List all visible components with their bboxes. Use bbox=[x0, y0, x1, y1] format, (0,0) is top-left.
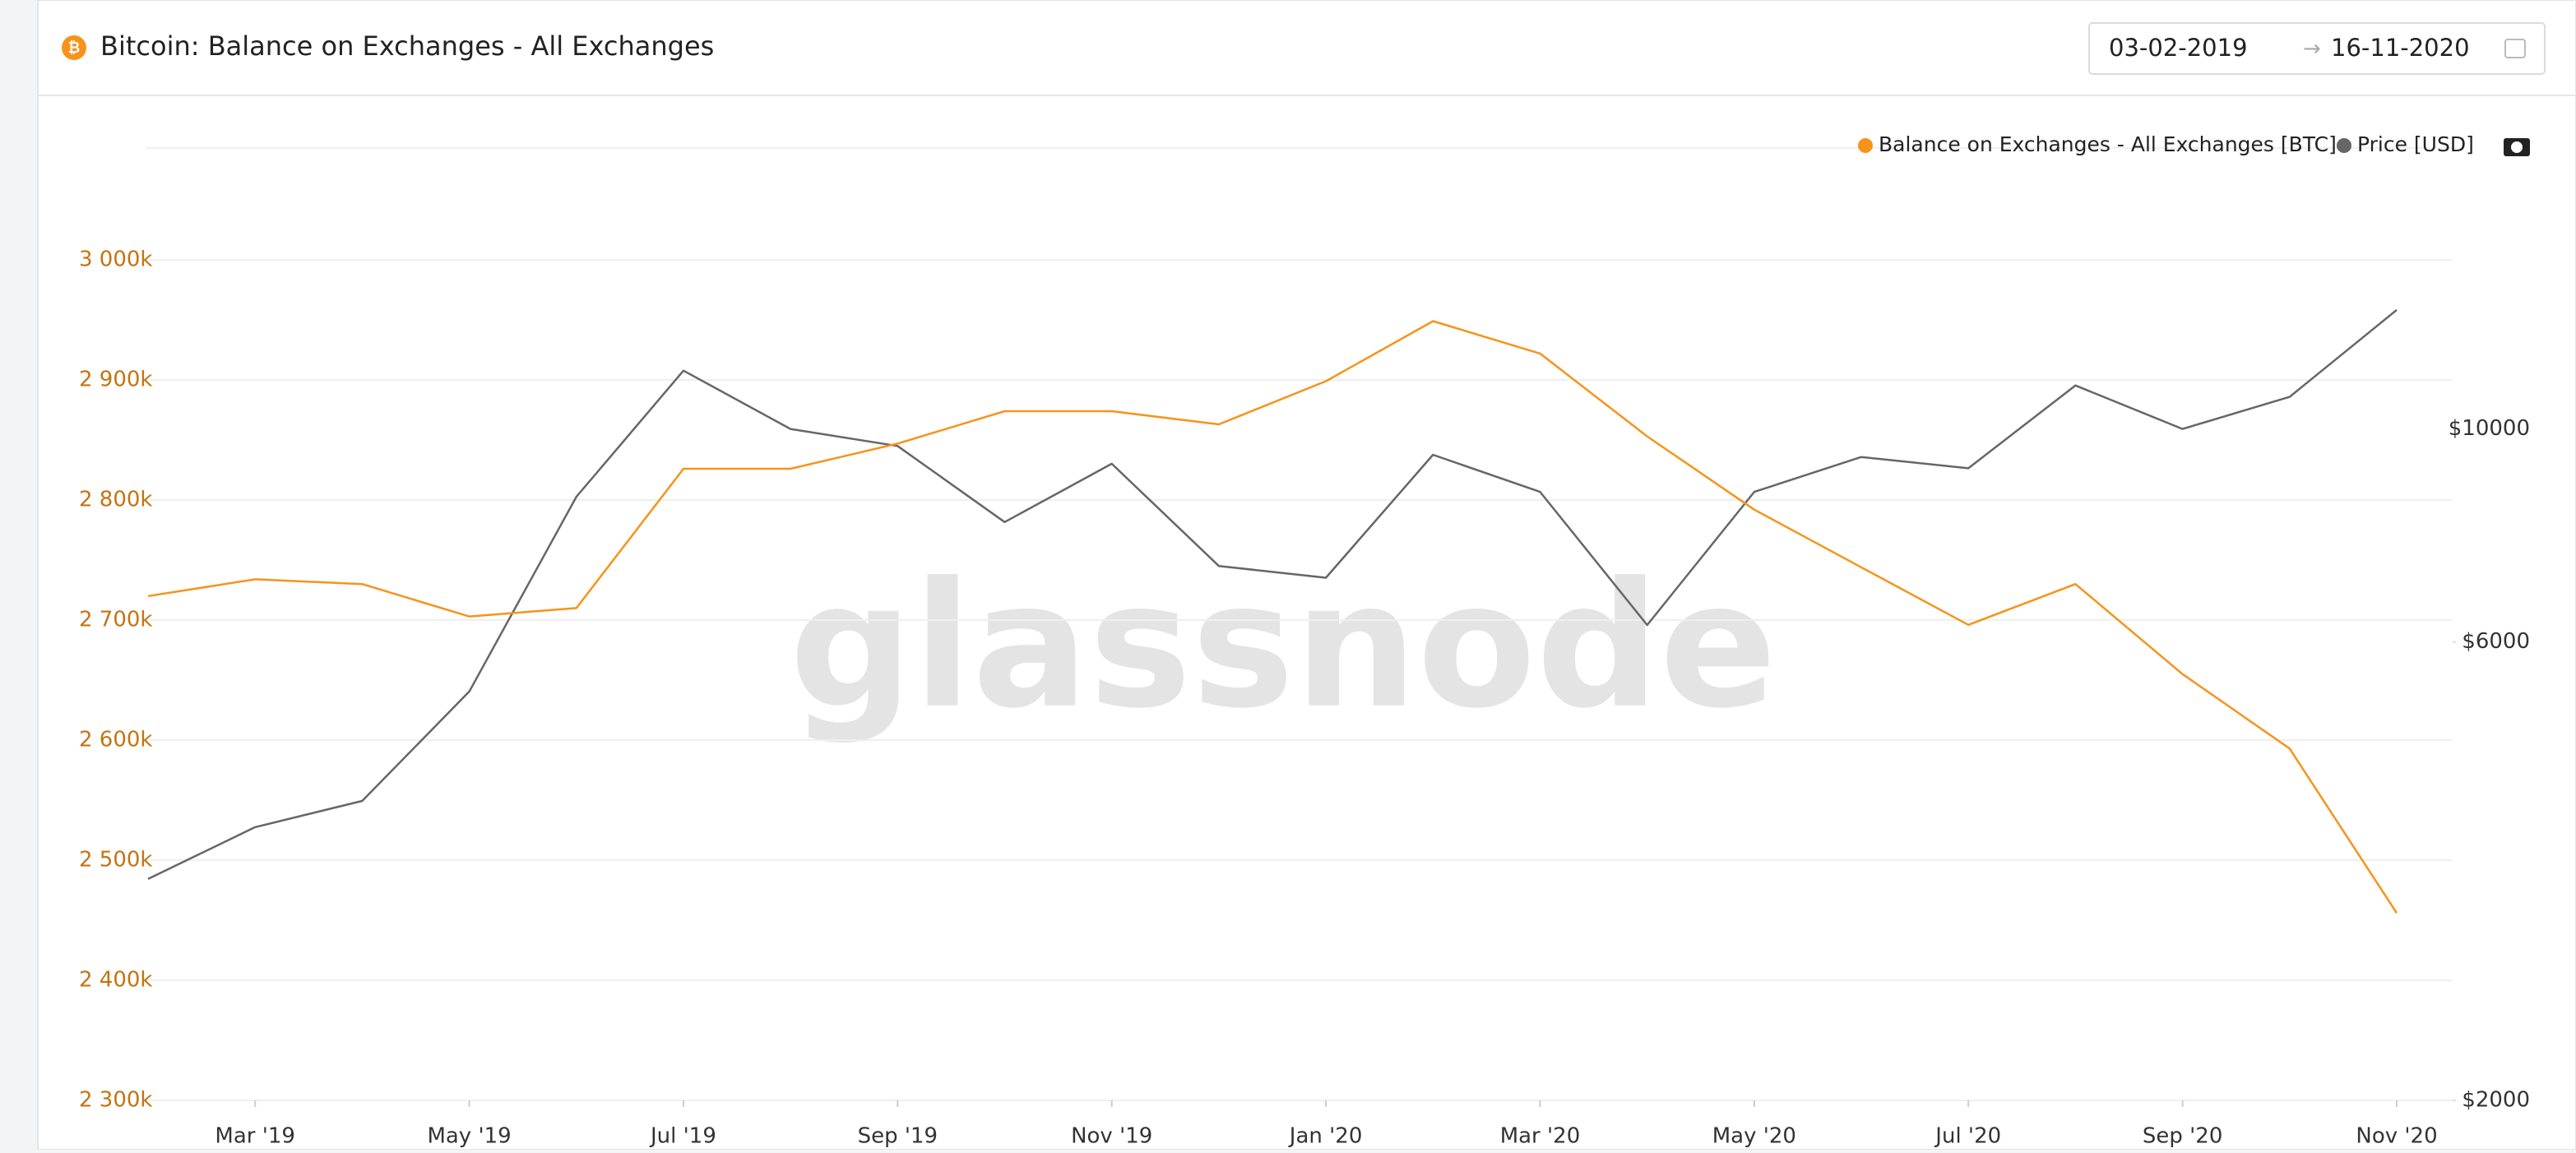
y-tick-label: 2 400k bbox=[79, 968, 153, 993]
calendar-icon[interactable] bbox=[2504, 39, 2526, 58]
x-tick-label: Mar '20 bbox=[1500, 1124, 1581, 1149]
chart-title: Bitcoin: Balance on Exchanges - All Exch… bbox=[100, 30, 714, 62]
x-tick-label: Nov '19 bbox=[1071, 1124, 1152, 1149]
legend-marker bbox=[2337, 138, 2351, 153]
x-tick-label: Nov '20 bbox=[2356, 1124, 2437, 1149]
y2-tick-label: $2000 bbox=[2462, 1088, 2530, 1113]
legend-marker bbox=[1858, 138, 1873, 153]
y-tick-label: 2 600k bbox=[79, 728, 153, 752]
date-from[interactable]: 03-02-2019 bbox=[2109, 34, 2248, 62]
y2-tick-label: $6000 bbox=[2462, 629, 2530, 654]
watermark: glassnode bbox=[790, 545, 1777, 747]
y-tick-label: 2 300k bbox=[79, 1088, 153, 1113]
y-tick-label: 3 000k bbox=[79, 248, 153, 272]
series-line bbox=[147, 308, 2398, 880]
range-arrow: → bbox=[2303, 37, 2321, 62]
legend-label[interactable]: Price [USD] bbox=[2357, 132, 2474, 156]
x-tick-label: Jul '20 bbox=[1934, 1124, 2001, 1149]
series-line bbox=[147, 320, 2398, 914]
x-tick-label: May '20 bbox=[1712, 1124, 1796, 1149]
coin-symbol: ₿ bbox=[68, 39, 81, 57]
date-to[interactable]: 16-11-2020 bbox=[2331, 34, 2470, 62]
date-range-picker[interactable] bbox=[2088, 22, 2546, 75]
y-tick-label: 2 700k bbox=[79, 608, 153, 632]
x-tick-label: Jul '19 bbox=[649, 1124, 716, 1149]
y2-tick-label: $10000 bbox=[2449, 416, 2530, 441]
x-tick-label: Sep '19 bbox=[858, 1124, 938, 1149]
x-tick-label: Sep '20 bbox=[2143, 1124, 2223, 1149]
camera-lens bbox=[2511, 141, 2523, 153]
x-tick-label: Mar '19 bbox=[215, 1124, 295, 1149]
y-tick-label: 2 900k bbox=[79, 368, 153, 392]
coin-icon bbox=[62, 35, 86, 60]
legend-label[interactable]: Balance on Exchanges - All Exchanges [BT… bbox=[1879, 132, 2337, 156]
y-tick-label: 2 500k bbox=[79, 848, 153, 873]
x-tick-label: Jan '20 bbox=[1288, 1124, 1363, 1149]
x-tick-label: May '19 bbox=[427, 1124, 511, 1149]
y-tick-label: 2 800k bbox=[79, 488, 153, 512]
